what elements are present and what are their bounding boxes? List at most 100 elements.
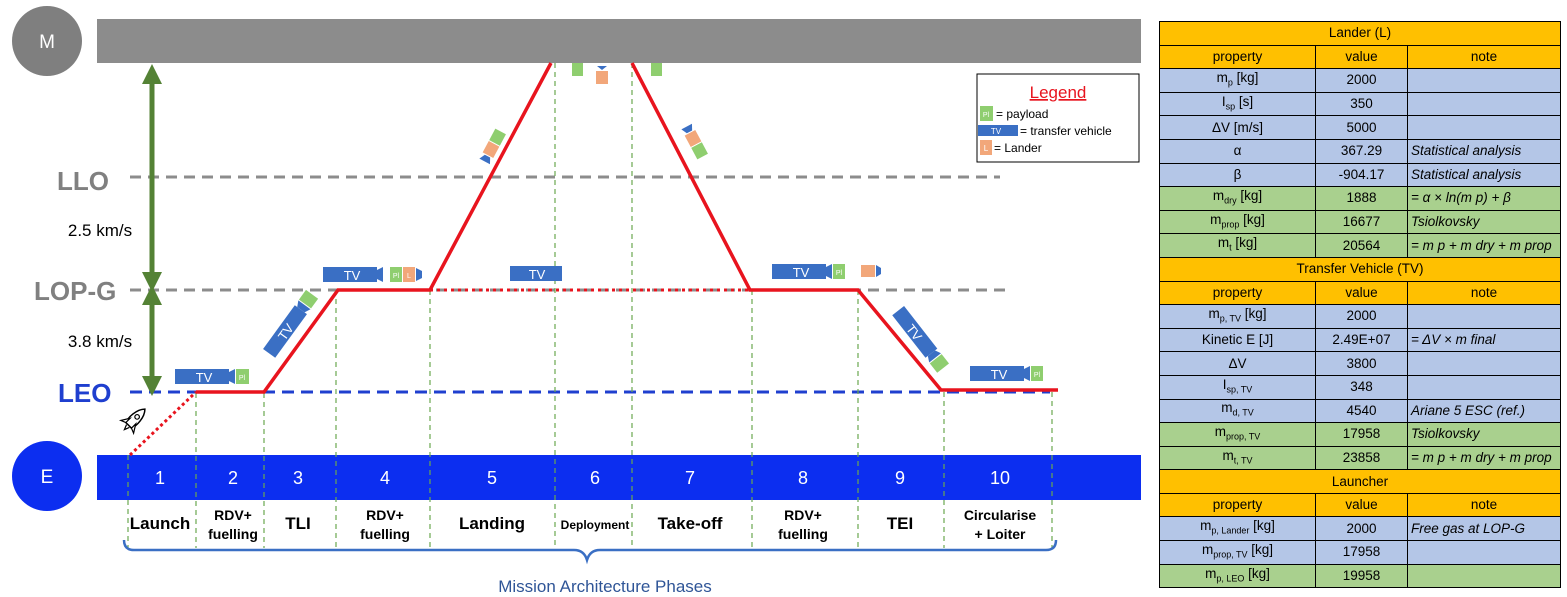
note-cell: Free gas at LOP-G: [1406, 516, 1562, 542]
lander-ascent: [681, 123, 708, 160]
legend-payload-text: = payload: [996, 107, 1048, 121]
note-cell: [1406, 91, 1562, 117]
phase-number-9: 9: [895, 468, 905, 488]
property-subscript: prop, TV: [1225, 431, 1261, 442]
tv-phase8: TV Pl: [772, 264, 881, 280]
property-name: m: [1205, 565, 1217, 581]
table-header-row: property value note: [1159, 44, 1562, 70]
value-cell: 4540: [1315, 398, 1408, 424]
phase-name-2: RDV+: [214, 507, 252, 523]
lopg-label: LOP-G: [34, 276, 116, 306]
property-unit: [kg]: [1249, 518, 1275, 534]
phase-separators: [127, 63, 1053, 548]
column-header: property: [1159, 492, 1316, 518]
value-cell: 3800: [1315, 351, 1408, 376]
property-name: I: [1222, 376, 1227, 392]
phase-names: Launch RDV+ fuelling TLI RDV+ fuelling Landing…: [130, 507, 1037, 542]
property-name: m: [1210, 211, 1222, 227]
value-cell: 16677: [1315, 209, 1408, 235]
table-row: mt [kg] 20564 = m p + m dry + m prop: [1159, 233, 1562, 258]
phase-number-10: 10: [990, 468, 1010, 488]
property-cell: Isp [s]: [1159, 91, 1316, 117]
phase-number-7: 7: [685, 468, 695, 488]
property-name: ΔV [m/s]: [1211, 119, 1264, 135]
property-subscript: prop: [1221, 219, 1240, 230]
phase-name-9: TEI: [887, 514, 913, 533]
moon-band: [97, 19, 1141, 63]
table-row: mdry [kg] 1888 = α × ln(m p) + β: [1159, 186, 1562, 211]
value-cell: 2.49E+07: [1315, 327, 1408, 353]
table-row: ΔV 3800: [1159, 351, 1562, 376]
table-row: Kinetic E [J] 2.49E+07 = ΔV × m final: [1159, 327, 1562, 353]
phase-name-10: + Loiter: [975, 526, 1027, 542]
table-row: mp, LEO [kg] 19958: [1159, 563, 1562, 589]
table-row: β -904.17 Statistical analysis: [1159, 162, 1562, 188]
rocket-icon: [118, 408, 146, 436]
svg-text:Pl: Pl: [836, 270, 843, 277]
phase-brace: [122, 539, 1058, 565]
property-name: I: [1221, 93, 1226, 109]
legend: Legend Pl = payload TV = transfer vehicl…: [976, 73, 1140, 163]
note-cell: = m p + m dry + m prop: [1406, 233, 1562, 258]
svg-text:L: L: [984, 144, 989, 153]
value-cell: 367.29: [1315, 138, 1408, 164]
lander-surface: [572, 63, 662, 84]
property-cell: mp, TV [kg]: [1159, 304, 1316, 329]
property-subscript: p, LEO: [1216, 573, 1245, 584]
tv-leo: TV Pl: [175, 369, 249, 385]
property-cell: mt, TV: [1159, 445, 1316, 471]
property-unit: [kg]: [1232, 70, 1259, 86]
table-row: α 367.29 Statistical analysis: [1159, 138, 1562, 164]
property-name: m: [1208, 306, 1220, 322]
property-subscript: p: [1227, 77, 1233, 88]
value-cell: 1888: [1315, 186, 1408, 211]
property-name: Kinetic E [J]: [1201, 332, 1274, 348]
property-subscript: p, Lander: [1211, 526, 1250, 537]
property-cell: mp, LEO [kg]: [1159, 563, 1316, 589]
note-cell: Tsiolkovsky: [1406, 422, 1562, 447]
phase-name-2: fuelling: [208, 526, 258, 542]
property-cell: mp, Lander [kg]: [1159, 516, 1316, 542]
phase-number-3: 3: [293, 468, 303, 488]
property-name: m: [1221, 400, 1233, 416]
value-cell: 20564: [1315, 233, 1408, 258]
outbound-trajectory: [196, 62, 553, 394]
property-subscript: t, TV: [1233, 455, 1253, 466]
lander-descent: [479, 128, 506, 165]
legend-title: Legend: [1030, 83, 1087, 102]
phase-name-5: Landing: [459, 514, 525, 533]
property-cell: β: [1159, 162, 1316, 188]
phase-name-7: Take-off: [658, 514, 723, 533]
property-name: m: [1200, 518, 1212, 534]
phase-number-8: 8: [798, 468, 808, 488]
property-cell: mp [kg]: [1159, 68, 1316, 93]
phase-name-10: Circularise: [964, 507, 1037, 523]
phase-number-4: 4: [380, 468, 390, 488]
value-cell: 348: [1315, 374, 1408, 400]
property-cell: mprop, TV [kg]: [1159, 540, 1316, 565]
value-cell: 2000: [1315, 304, 1408, 329]
svg-text:Pl: Pl: [239, 375, 246, 382]
table-row: Isp [s] 350: [1159, 91, 1562, 117]
property-unit: [kg]: [1236, 188, 1263, 204]
note-cell: [1406, 304, 1562, 329]
svg-text:TV: TV: [529, 267, 546, 282]
property-cell: mprop [kg]: [1159, 209, 1316, 235]
phase-number-5: 5: [487, 468, 497, 488]
table-section-row: Transfer Vehicle (TV): [1158, 256, 1562, 282]
property-cell: α: [1159, 138, 1316, 164]
property-name: β: [1233, 166, 1242, 182]
svg-text:Pl: Pl: [393, 273, 400, 280]
llo-label: LLO: [57, 166, 109, 196]
note-cell: = m p + m dry + m prop: [1406, 445, 1562, 471]
mission-diagram: M E LLO LOP-G LEO 2.5 km/s 3.8 km/s: [12, 6, 1141, 596]
column-header: property: [1159, 44, 1316, 70]
legend-tv-icon: [978, 125, 1018, 136]
property-cell: mdry [kg]: [1159, 186, 1316, 211]
note-cell: Tsiolkovsky: [1406, 209, 1562, 235]
property-name: ΔV: [1228, 355, 1247, 371]
property-name: α: [1233, 143, 1242, 159]
earth-circle: [12, 441, 82, 511]
property-cell: ΔV [m/s]: [1159, 115, 1316, 140]
note-cell: Ariane 5 ESC (ref.): [1406, 398, 1562, 424]
